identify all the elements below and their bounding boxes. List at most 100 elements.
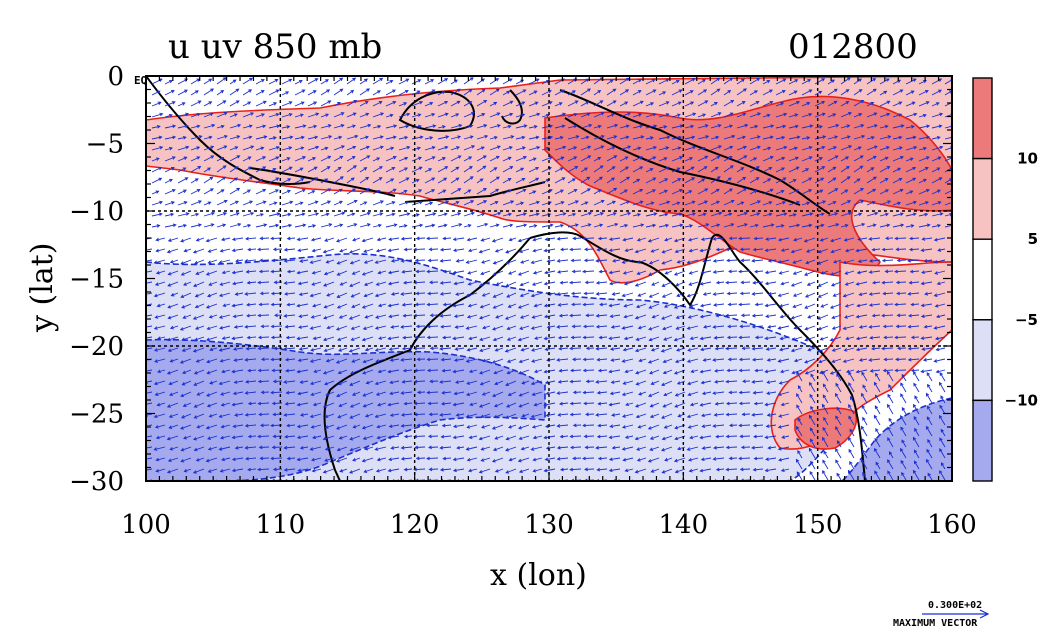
- wind-vector: [413, 467, 426, 472]
- wind-vector: [619, 112, 632, 118]
- coastline: [146, 76, 866, 481]
- wind-vector: [827, 100, 838, 107]
- wind-vector: [879, 146, 890, 151]
- wind-vector: [401, 380, 413, 384]
- wind-vector: [374, 292, 387, 298]
- wind-vector: [572, 357, 582, 362]
- wind-vector: [914, 427, 920, 437]
- wind-vector: [814, 100, 826, 107]
- wind-vector: [840, 211, 852, 217]
- wind-vector: [808, 414, 816, 426]
- wind-vector: [154, 281, 166, 286]
- wind-vector: [398, 167, 409, 173]
- wind-vector: [476, 212, 486, 217]
- wind-vector: [556, 457, 569, 461]
- wind-vector: [294, 223, 307, 228]
- wind-vector: [687, 457, 699, 462]
- wind-vector: [753, 401, 764, 406]
- wind-vector: [775, 102, 785, 107]
- wind-vector: [413, 401, 426, 406]
- wind-vector: [931, 212, 944, 217]
- wind-vector: [580, 176, 591, 184]
- wind-vector: [712, 325, 725, 329]
- wind-vector: [606, 113, 615, 118]
- wind-vector: [909, 236, 920, 241]
- wind-vector: [156, 303, 166, 308]
- wind-vector: [713, 413, 725, 417]
- wind-vector: [937, 248, 946, 252]
- wind-vector: [346, 89, 355, 96]
- wind-vector: [582, 456, 595, 461]
- wind-vector: [927, 405, 933, 415]
- wind-vector: [796, 371, 803, 382]
- wind-vector: [454, 325, 465, 329]
- wind-vector: [388, 424, 400, 429]
- wind-vector: [835, 382, 842, 393]
- wind-vector: [180, 424, 192, 430]
- wind-vector: [452, 369, 465, 374]
- wind-vector: [684, 112, 697, 118]
- wind-vector: [895, 324, 907, 329]
- wind-vector: [195, 237, 205, 242]
- wind-vector: [684, 145, 697, 151]
- wind-vector: [749, 90, 758, 96]
- wind-vector: [194, 303, 205, 309]
- wind-vector: [507, 391, 517, 396]
- wind-vector: [349, 446, 361, 452]
- wind-vector: [299, 446, 309, 450]
- wind-vector: [333, 223, 344, 228]
- wind-vector: [544, 270, 556, 275]
- wind-vector: [222, 303, 231, 308]
- wind-vector: [154, 314, 166, 319]
- wind-vector: [203, 155, 215, 162]
- wind-vector: [437, 125, 446, 129]
- wind-vector: [636, 259, 647, 264]
- wind-vector: [869, 336, 881, 340]
- wind-vector: [361, 270, 374, 276]
- wind-vector: [427, 401, 439, 406]
- wind-vector: [151, 190, 160, 195]
- wind-vector: [595, 292, 608, 296]
- wind-vector: [517, 457, 530, 463]
- wind-vector: [723, 199, 735, 206]
- wind-vector: [413, 313, 426, 318]
- wind-vector: [530, 325, 543, 330]
- wind-vector: [502, 156, 512, 162]
- wind-vector: [424, 201, 434, 206]
- wind-vector: [873, 414, 881, 426]
- wind-vector: [795, 458, 803, 470]
- wind-vector: [671, 146, 682, 151]
- wind-vector: [450, 166, 460, 173]
- wind-vector: [203, 101, 213, 107]
- wind-vector: [346, 156, 356, 162]
- wind-vector: [940, 462, 946, 470]
- wind-vector: [662, 369, 673, 375]
- wind-vector: [502, 100, 514, 107]
- wind-vector: [181, 347, 192, 352]
- wind-vector: [437, 223, 448, 228]
- wind-vector: [320, 155, 332, 162]
- wind-vector: [788, 178, 797, 184]
- wind-vector: [229, 100, 240, 107]
- colorbar: 105−5−10: [972, 77, 1038, 482]
- wind-vector: [532, 435, 543, 440]
- wind-vector: [307, 124, 318, 129]
- wind-vector: [531, 314, 543, 319]
- wind-vector: [823, 416, 829, 426]
- wind-vector: [901, 439, 907, 448]
- wind-vector: [836, 472, 842, 481]
- wind-vector: [320, 100, 332, 107]
- wind-vector: [762, 89, 773, 96]
- wind-vector: [921, 347, 933, 351]
- wind-vector: [849, 395, 855, 404]
- wind-vector: [925, 425, 933, 437]
- wind-vector: [879, 166, 891, 173]
- wind-vector: [894, 236, 907, 241]
- wind-vector: [855, 336, 868, 341]
- wind-vector: [879, 135, 892, 140]
- wind-vector: [450, 177, 460, 184]
- wind-vector: [493, 413, 504, 419]
- wind-vector: [259, 258, 270, 263]
- wind-vector: [362, 435, 374, 440]
- wind-vector: [255, 223, 268, 228]
